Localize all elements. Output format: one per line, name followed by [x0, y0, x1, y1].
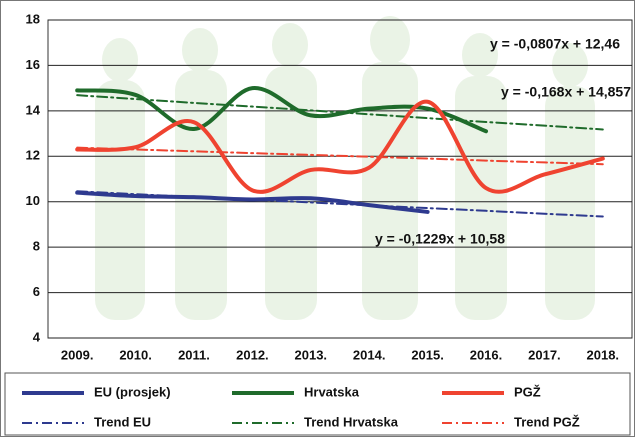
x-tick-label: 2016.	[470, 347, 503, 362]
equation-label: y = -0,168x + 14,857	[501, 84, 631, 100]
y-tick-label: 8	[33, 239, 40, 254]
legend-label: Trend Hrvatska	[304, 414, 399, 429]
legend-label: Trend EU	[94, 414, 151, 429]
x-tick-label: 2015.	[411, 347, 444, 362]
x-tick-label: 2009.	[61, 347, 94, 362]
y-tick-label: 4	[33, 329, 41, 344]
x-tick-label: 2014.	[353, 347, 386, 362]
legend-label: EU (prosjek)	[94, 384, 171, 399]
y-tick-label: 12	[26, 148, 40, 163]
x-tick-label: 2010.	[119, 347, 152, 362]
x-tick-label: 2018.	[587, 347, 620, 362]
y-tick-label: 16	[26, 57, 40, 72]
y-tick-label: 18	[26, 11, 40, 26]
legend-label: Hrvatska	[304, 384, 360, 399]
x-tick-label: 2011.	[178, 347, 210, 362]
chart: 4 6 8 10 12 14 16 18 2009. 2010. 2011. 2012. 2013. 20…	[0, 0, 635, 437]
equation-label: y = -0,1229x + 10,58	[375, 231, 505, 247]
legend-label: PGŽ	[514, 384, 541, 399]
legend-label: Trend PGŽ	[514, 414, 580, 429]
y-tick-label: 10	[26, 193, 40, 208]
x-tick-label: 2017.	[528, 347, 561, 362]
y-tick-label: 6	[33, 284, 40, 299]
y-tick-label: 14	[26, 102, 41, 117]
x-tick-label: 2012.	[236, 347, 269, 362]
x-tick-label: 2013.	[295, 347, 328, 362]
equation-label: y = -0,0807x + 12,46	[490, 36, 620, 52]
